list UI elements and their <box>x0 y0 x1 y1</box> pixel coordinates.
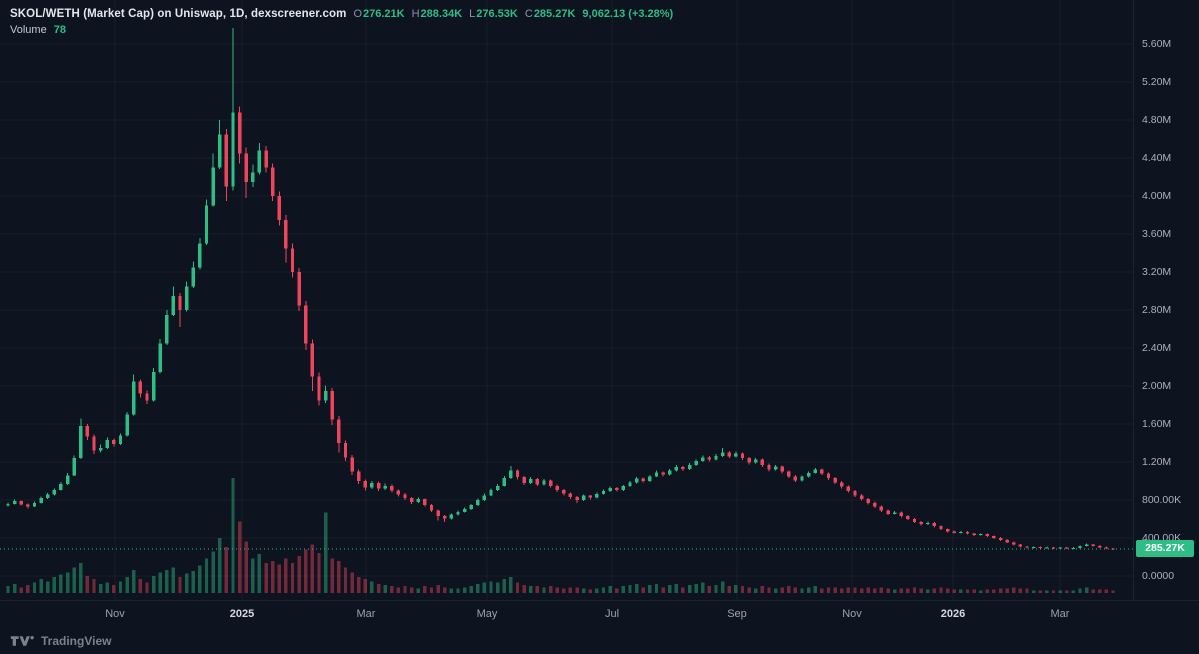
volume-value: 78 <box>53 24 66 36</box>
candlestick-chart-canvas[interactable] <box>0 0 1133 600</box>
ohlc-close-label: C <box>524 8 533 20</box>
ohlc-close: C285.27K <box>525 8 576 20</box>
price-axis-label: 2.40M <box>1142 342 1172 354</box>
time-axis-month-label: May <box>476 608 498 620</box>
tradingview-logo-icon[interactable] <box>10 634 36 648</box>
price-axis-label: 5.20M <box>1142 76 1172 88</box>
legend: SKOL/WETH (Market Cap) on Uniswap, 1D, d… <box>10 8 673 40</box>
price-axis-label: 1.20M <box>1142 456 1172 468</box>
ohlc-open-label: O <box>353 8 362 20</box>
ohlc-low-value: 276.53K <box>476 8 518 20</box>
price-axis-label: 5.60M <box>1142 38 1172 50</box>
price-axis[interactable]: 285.27K 5.60M 5.20M 4.80M 4.40M 4.00M 3.60M 3.… <box>1133 0 1199 600</box>
price-axis-label: 4.40M <box>1142 152 1172 164</box>
ohlc-low-label: L <box>469 8 476 20</box>
legend-volume-row: Volume 78 <box>10 24 673 40</box>
ohlc-close-value: 285.27K <box>533 8 576 20</box>
brand-bar: TradingView <box>0 628 1199 654</box>
ohlc-high-value: 288.34K <box>420 8 463 20</box>
chart-pane[interactable]: SKOL/WETH (Market Cap) on Uniswap, 1D, d… <box>0 0 1199 600</box>
time-axis-month-label: Mar <box>1050 608 1070 620</box>
price-axis-label: 2.00M <box>1142 380 1172 392</box>
time-axis-month-label: Nov <box>105 608 125 620</box>
price-axis-label: 0.0000 <box>1142 570 1175 582</box>
price-axis-label: 800.00K <box>1142 494 1182 506</box>
price-axis-label: 4.80M <box>1142 114 1172 126</box>
symbol-title[interactable]: SKOL/WETH (Market Cap) on Uniswap, 1D, d… <box>10 8 347 20</box>
time-axis[interactable]: Nov 2025 Mar May Jul Sep Nov 2026 Mar <box>0 600 1199 628</box>
price-axis-label: 3.20M <box>1142 266 1172 278</box>
time-axis-year-label: 2026 <box>940 608 966 620</box>
ohlc-open-value: 276.21K <box>363 8 405 20</box>
time-axis-year-label: 2025 <box>229 608 255 620</box>
time-axis-month-label: Mar <box>356 608 376 620</box>
ohlc-high: H288.34K <box>412 8 463 20</box>
volume-label: Volume <box>10 24 47 36</box>
time-axis-month-label: Jul <box>604 608 620 620</box>
ohlc-low: L276.53K <box>469 8 518 20</box>
price-axis-label: 2.80M <box>1142 304 1172 316</box>
legend-symbol-row: SKOL/WETH (Market Cap) on Uniswap, 1D, d… <box>10 8 673 24</box>
ohlc-open: O276.21K <box>353 8 404 20</box>
price-axis-label: 4.00M <box>1142 190 1172 202</box>
last-price-badge: 285.27K <box>1136 539 1194 557</box>
brand-text[interactable]: TradingView <box>41 634 112 648</box>
price-axis-label: 3.60M <box>1142 228 1172 240</box>
time-axis-month-label: Nov <box>842 608 862 620</box>
change-value: 9,062.13 (+3.28%) <box>582 8 674 20</box>
time-axis-month-label: Sep <box>727 608 747 620</box>
price-axis-label: 1.60M <box>1142 418 1172 430</box>
ohlc-high-label: H <box>411 8 420 20</box>
